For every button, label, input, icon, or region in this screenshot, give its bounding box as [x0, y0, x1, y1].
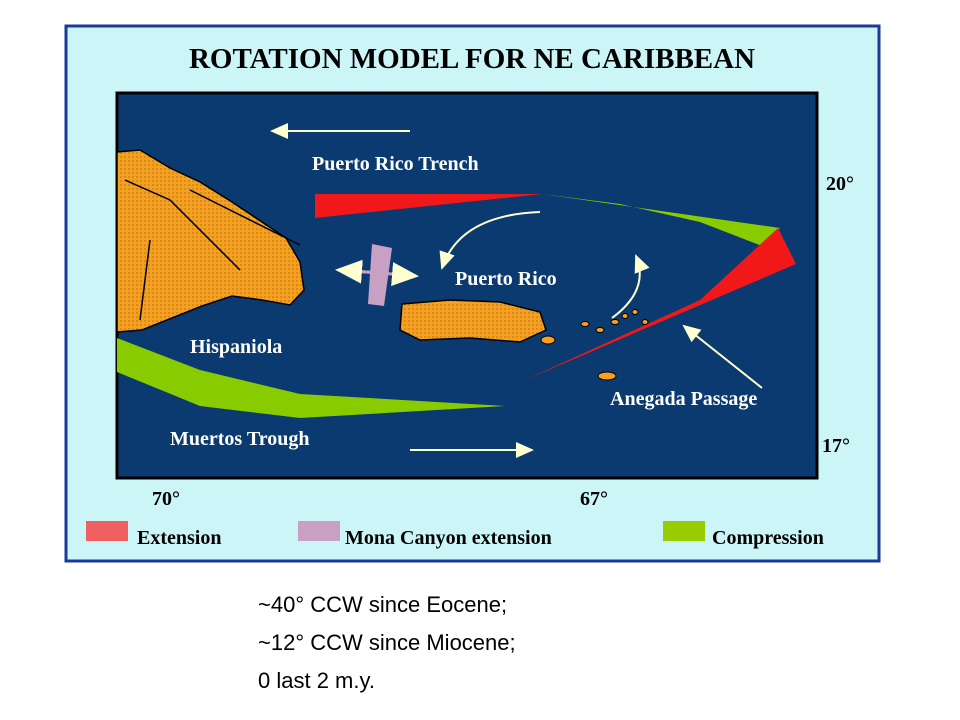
caption-line: 0 last 2 m.y. — [258, 668, 375, 693]
title: ROTATION MODEL FOR NE CARIBBEAN — [189, 43, 755, 75]
map-label: Anegada Passage — [610, 388, 757, 410]
longitude-label: 70° — [152, 488, 180, 510]
legend-label: Extension — [137, 527, 221, 549]
caption-line: ~12° CCW since Miocene; — [258, 630, 516, 655]
legend-swatch — [663, 521, 705, 541]
latitude-label: 20° — [826, 173, 854, 195]
legend-label: Mona Canyon extension — [345, 527, 552, 549]
map-label: Muertos Trough — [170, 428, 309, 450]
legend-swatch — [86, 521, 128, 541]
legend-swatch — [298, 521, 340, 541]
map-shapes — [116, 123, 796, 458]
map-label: Puerto Rico Trench — [312, 153, 479, 175]
caption-line: ~40° CCW since Eocene; — [258, 592, 507, 617]
map-label: Puerto Rico — [455, 268, 557, 290]
legend: Extension Mona Canyon extension Compressio… — [86, 521, 824, 549]
legend-label: Compression — [712, 527, 824, 549]
latitude-label: 17° — [822, 435, 850, 457]
longitude-label: 67° — [580, 488, 608, 510]
map-label: Hispaniola — [190, 336, 282, 358]
